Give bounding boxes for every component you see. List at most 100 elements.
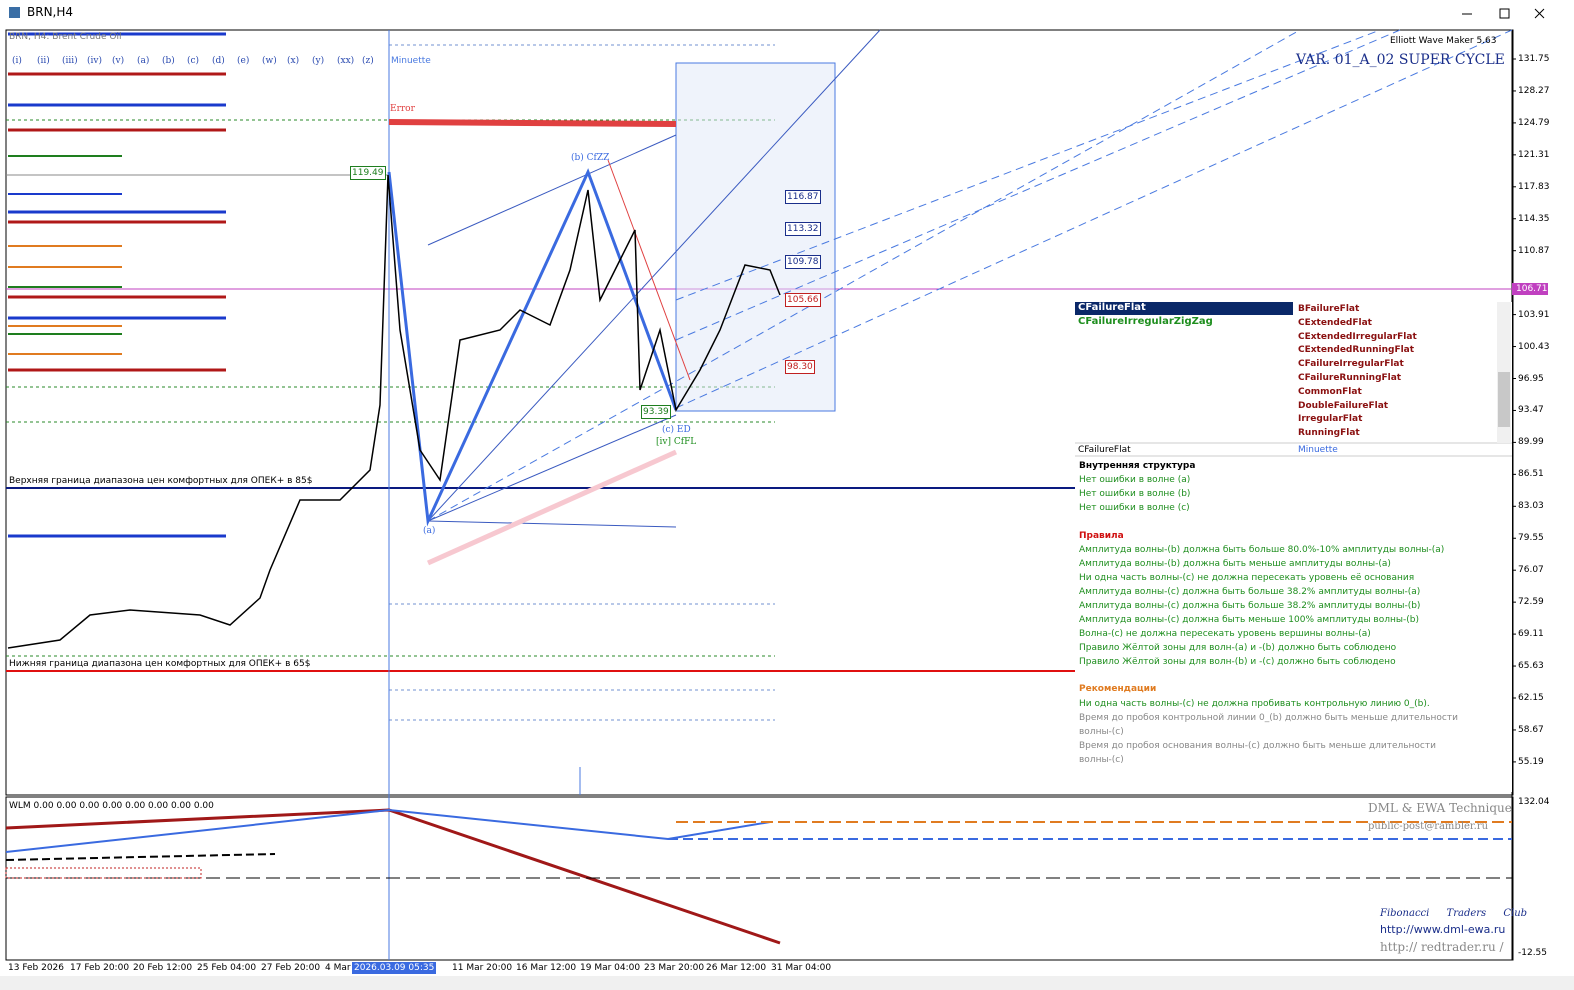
wave-label: (a) — [423, 526, 436, 536]
wave-label: Error — [390, 104, 415, 114]
wave-button[interactable]: (v) — [112, 56, 125, 66]
price-tick-label: 128.27 — [1518, 85, 1550, 96]
price-label: 93.39 — [641, 405, 671, 419]
degree-label: Minuette — [391, 56, 431, 66]
time-label: 27 Feb 20:00 — [261, 963, 321, 973]
pattern-option[interactable]: CFailureIrregularFlat — [1298, 359, 1404, 370]
wave-button[interactable]: (x) — [287, 56, 300, 66]
credit-text: http:// redtrader.ru / — [1380, 940, 1504, 954]
time-label: 19 Mar 04:00 — [580, 963, 641, 973]
price-tick-label: 58.67 — [1518, 724, 1544, 735]
symbol-label: BRN, H4: Brent Crude Oil — [9, 32, 122, 42]
rule-item: Ни одна часть волны-(c) не должна пересе… — [1079, 573, 1415, 583]
wave-button[interactable]: (b) — [162, 56, 175, 66]
price-tick-label: 76.07 — [1518, 565, 1544, 576]
pattern-option[interactable]: CExtendedIrregularFlat — [1298, 331, 1417, 342]
price-tick-label: 121.31 — [1518, 149, 1550, 160]
credit-text: public-post@rambler.ru — [1368, 821, 1489, 832]
pattern-option[interactable]: BFailureFlat — [1298, 304, 1360, 314]
time-label: 11 Mar 20:00 — [452, 963, 513, 973]
structure-item: Нет ошибки в волне (c) — [1079, 503, 1190, 513]
pattern-option[interactable]: DoubleFailureFlat — [1298, 400, 1389, 411]
variant-title: VAR. 01_A_02 SUPER CYCLE — [1296, 52, 1505, 68]
rule-item: Правило Жёлтой зоны для волн-(a) и -(b) … — [1079, 643, 1397, 653]
level-label: Нижняя граница диапазона цен комфортных … — [9, 659, 311, 669]
recommendation-item: Ни одна часть волны-(c) не должна пробив… — [1079, 699, 1430, 709]
pattern-option[interactable]: IrregularFlat — [1298, 414, 1363, 425]
rule-item: Амплитуда волны-(c) должна быть больше 3… — [1079, 587, 1421, 597]
price-tick-label: 124.79 — [1518, 117, 1550, 128]
level-label: Верхняя граница диапазона цен комфортных… — [9, 476, 313, 486]
price-tick-label: 117.83 — [1518, 181, 1550, 192]
price-label: 116.87 — [785, 190, 821, 204]
wave-label: [iv] CfFL — [656, 437, 697, 447]
time-label: 25 Feb 04:00 — [197, 963, 257, 973]
selected-pattern: CFailureFlat — [1078, 302, 1146, 313]
wave-button[interactable]: (i) — [12, 56, 22, 66]
price-tick-label: 72.59 — [1518, 597, 1544, 608]
wave-button[interactable]: (xx) — [337, 56, 355, 66]
indicator-label: WLM 0.00 0.00 0.00 0.00 0.00 0.00 0.00 0… — [9, 801, 214, 811]
structure-item: Нет ошибки в волне (b) — [1079, 489, 1191, 499]
wave-button[interactable]: (a) — [137, 56, 150, 66]
current-price: 106.71 — [1516, 283, 1548, 294]
alternative-pattern: CFailureIrregularZigZag — [1078, 316, 1213, 327]
wave-button[interactable]: (ii) — [37, 56, 50, 66]
time-label: 13 Feb 2026 — [8, 963, 65, 973]
wave-button[interactable]: (iii) — [62, 56, 78, 66]
credit-text: Fibonacci Traders Club — [1380, 908, 1528, 919]
price-label: 98.30 — [785, 360, 815, 374]
pattern-option[interactable]: CFailureRunningFlat — [1298, 373, 1402, 383]
time-label: 20 Feb 12:00 — [133, 963, 193, 973]
credit-text: DML & EWA Technique — [1368, 801, 1512, 815]
price-tick-label: 79.55 — [1518, 533, 1544, 544]
price-tick-label: 131.75 — [1518, 54, 1550, 64]
window-title: BRN,H4 — [27, 5, 74, 19]
wave-button[interactable]: (iv) — [87, 56, 102, 66]
price-label: 105.66 — [785, 293, 821, 307]
time-label: 26 Mar 12:00 — [706, 963, 767, 973]
section-title: Рекомендации — [1079, 684, 1157, 694]
price-tick-label: 89.99 — [1518, 437, 1544, 448]
price-label: 119.49 — [350, 166, 386, 180]
credit-text: http://www.dml-ewa.ru — [1380, 923, 1506, 936]
rule-item: Амплитуда волны-(b) должна быть меньше а… — [1079, 559, 1391, 569]
price-tick-label: 103.91 — [1518, 309, 1550, 320]
price-tick-label: 69.11 — [1518, 629, 1544, 640]
price-tick-label: 114.35 — [1518, 213, 1550, 224]
recommendation-item: Время до пробоя основания волны-(c) долж… — [1079, 741, 1436, 765]
wave-button[interactable]: (c) — [187, 56, 200, 66]
rule-item: Амплитуда волны-(c) должна быть больше 3… — [1079, 601, 1421, 611]
wave-button[interactable]: (e) — [237, 56, 250, 66]
section-title: Внутренняя структура — [1079, 461, 1196, 471]
time-label: 4 Mar — [325, 963, 351, 973]
indicator-axis-label: -12.55 — [1518, 948, 1548, 958]
time-label: 16 Mar 12:00 — [516, 963, 577, 973]
price-tick-label: 65.63 — [1518, 661, 1544, 672]
time-label: 2026.03.09 05:35 — [352, 962, 437, 974]
tool-name: Elliott Wave Maker 5.63 — [1390, 36, 1497, 46]
price-tick-label: 62.15 — [1518, 693, 1544, 703]
wave-button[interactable]: (z) — [362, 56, 374, 66]
price-tick-label: 93.47 — [1518, 405, 1544, 416]
recommendation-item: Время до пробоя контрольной линии 0_(b) … — [1079, 713, 1458, 737]
time-label: 31 Mar 04:00 — [771, 963, 832, 973]
pattern-option[interactable]: RunningFlat — [1298, 428, 1360, 439]
price-tick-label: 55.19 — [1518, 756, 1544, 767]
section-title: Правила — [1079, 531, 1124, 541]
price-tick-label: 110.87 — [1518, 245, 1550, 256]
pattern-option[interactable]: CExtendedFlat — [1298, 317, 1372, 328]
pattern-option[interactable]: CommonFlat — [1298, 386, 1362, 397]
wave-button[interactable]: (d) — [212, 56, 225, 66]
rule-item: Амплитуда волны-(c) должна быть меньше 1… — [1079, 615, 1419, 625]
wave-label: (c) ED — [662, 425, 691, 435]
wave-button[interactable]: (w) — [262, 56, 277, 66]
pattern-option[interactable]: CExtendedRunningFlat — [1298, 345, 1415, 356]
time-label: 17 Feb 20:00 — [70, 963, 130, 973]
rule-item: Волна-(c) не должна пересекать уровень в… — [1079, 629, 1371, 639]
price-tick-label: 83.03 — [1518, 501, 1544, 512]
price-tick-label: 96.95 — [1518, 373, 1544, 384]
price-tick-label: 100.43 — [1518, 341, 1550, 352]
wave-button[interactable]: (y) — [312, 56, 325, 66]
